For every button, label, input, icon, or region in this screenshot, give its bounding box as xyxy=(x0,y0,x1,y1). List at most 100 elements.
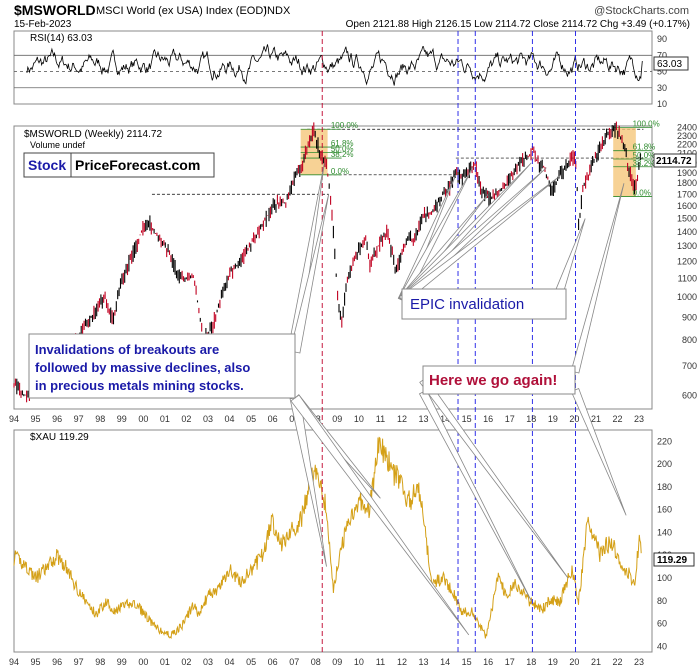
vertical-markers-layer xyxy=(321,31,576,652)
fib-level-label: 38.2% xyxy=(331,150,354,159)
x-tick-label-bottom: 99 xyxy=(117,657,127,667)
price-tick-label: 1400 xyxy=(677,227,697,237)
logo: Stock PriceForecast.com xyxy=(23,152,215,178)
x-tick-label-bottom: 04 xyxy=(225,657,235,667)
x-tick-label-mid: 99 xyxy=(117,414,127,424)
x-tick-label-bottom: 03 xyxy=(203,657,213,667)
x-tick-label-bottom: 22 xyxy=(613,657,623,667)
x-tick-label-bottom: 12 xyxy=(397,657,407,667)
annotation-arrow xyxy=(419,377,569,579)
xau-tick-label: 200 xyxy=(657,459,672,469)
invalidations-text-line3: in precious metals mining stocks. xyxy=(35,378,244,393)
x-tick-label-mid: 02 xyxy=(181,414,191,424)
price-tick-label: 1000 xyxy=(677,292,697,302)
x-tick-label-mid: 96 xyxy=(52,414,62,424)
x-tick-label-mid: 03 xyxy=(203,414,213,424)
x-tick-label-mid: 09 xyxy=(332,414,342,424)
x-tick-label-bottom: 94 xyxy=(9,657,19,667)
x-tick-label-mid: 23 xyxy=(634,414,644,424)
price-tick-label: 2100 xyxy=(677,148,697,158)
x-tick-label-bottom: 05 xyxy=(246,657,256,667)
epic-invalidation-callout: EPIC invalidation xyxy=(401,288,567,320)
x-tick-label-mid: 10 xyxy=(354,414,364,424)
x-tick-label-bottom: 13 xyxy=(419,657,429,667)
fib-level-label: 100.0% xyxy=(633,120,660,129)
rsi-line xyxy=(26,44,643,86)
x-tick-label-mid: 21 xyxy=(591,414,601,424)
x-tick-label-mid: 22 xyxy=(613,414,623,424)
rsi-tick-label: 30 xyxy=(657,83,667,93)
rsi-tick-label: 70 xyxy=(657,50,667,60)
price-tick-label: 700 xyxy=(682,361,697,371)
fib-level-label: 38.2% xyxy=(633,159,656,168)
chart-description: MSCI World (ex USA) Index (EOD) xyxy=(96,5,267,17)
annotation-arrow xyxy=(570,387,627,516)
x-tick-label-bottom: 23 xyxy=(634,657,644,667)
price-tick-label: 900 xyxy=(682,312,697,322)
x-tick-label-mid: 17 xyxy=(505,414,515,424)
xau-last-badge: 119.29 xyxy=(653,552,695,567)
price-tick-label: 1500 xyxy=(677,213,697,223)
fib-level-label: 0.0% xyxy=(331,167,349,176)
x-tick-label-bottom: 15 xyxy=(462,657,472,667)
price-tick-label: 2300 xyxy=(677,131,697,141)
xau-last-value: 119.29 xyxy=(657,555,687,566)
ohlc-readout: Open 2121.88 High 2126.15 Low 2114.72 Cl… xyxy=(346,19,690,30)
x-tick-label-bottom: 95 xyxy=(31,657,41,667)
price-last-value: 2114.72 xyxy=(656,156,692,167)
epic-invalidation-text: EPIC invalidation xyxy=(410,296,524,313)
x-tick-label-bottom: 97 xyxy=(74,657,84,667)
price-tick-label: 1300 xyxy=(677,241,697,251)
annotation-arrow xyxy=(555,218,586,292)
price-tick-label: 1100 xyxy=(678,273,697,283)
x-tick-label-mid: 97 xyxy=(74,414,84,424)
x-tick-label-mid: 12 xyxy=(397,414,407,424)
fib-highlight-layer: 100.0%61.8%50.0%38.2%0.0%100.0%61.8%50.0… xyxy=(300,120,660,198)
xau-tick-label: 60 xyxy=(657,619,667,629)
xau-tick-label: 180 xyxy=(657,482,672,492)
fib-level-label: 61.8% xyxy=(633,143,656,152)
x-tick-label-bottom: 10 xyxy=(354,657,364,667)
watermark: @StockCharts.com xyxy=(594,5,689,17)
x-tick-label-mid: 19 xyxy=(548,414,558,424)
x-tick-label-mid: 11 xyxy=(376,414,385,424)
x-tick-label-mid: 00 xyxy=(138,414,148,424)
x-tick-label-bottom: 01 xyxy=(160,657,170,667)
x-tick-label-bottom: 18 xyxy=(526,657,536,667)
here-we-go-again-text: Here we go again! xyxy=(429,372,557,389)
x-tick-label-mid: 95 xyxy=(31,414,41,424)
fib-level-label: 100.0% xyxy=(331,121,358,130)
x-tick-label-bottom: 02 xyxy=(181,657,191,667)
invalidations-text-line2: followed by massive declines, also xyxy=(35,360,250,375)
price-tick-label: 1600 xyxy=(677,201,697,211)
x-tick-label-bottom: 08 xyxy=(311,657,321,667)
annotation-arrow xyxy=(570,183,625,374)
x-tick-label-mid: 14 xyxy=(440,414,450,424)
x-tick-label-bottom: 14 xyxy=(440,657,450,667)
rsi-panel-frame xyxy=(13,30,653,105)
logo-stock: Stock xyxy=(28,157,66,173)
x-tick-label-bottom: 06 xyxy=(268,657,278,667)
rsi-tick-label: 10 xyxy=(657,99,667,109)
x-tick-label-bottom: 17 xyxy=(505,657,515,667)
xau-tick-label: 140 xyxy=(657,527,672,537)
x-tick-label-bottom: 20 xyxy=(569,657,579,667)
xau-tick-label: 160 xyxy=(657,505,672,515)
x-tick-label-bottom: 00 xyxy=(138,657,148,667)
price-tick-label: 600 xyxy=(682,391,697,401)
price-tick-label: 2400 xyxy=(677,123,697,133)
x-tick-label-bottom: 19 xyxy=(548,657,558,667)
price-tick-label: 1700 xyxy=(677,189,697,199)
x-tick-label-bottom: 96 xyxy=(52,657,62,667)
rsi-tick-label: 50 xyxy=(657,67,667,77)
invalidations-text-line1: Invalidations of breakouts are xyxy=(35,342,219,357)
x-tick-label-mid: 16 xyxy=(483,414,493,424)
price-tick-label: 1900 xyxy=(677,168,697,178)
x-tick-label-bottom: 09 xyxy=(332,657,342,667)
annotation-arrow xyxy=(289,194,330,354)
price-tick-label: 1200 xyxy=(677,257,697,267)
fib-level-label: 50.0% xyxy=(331,145,354,154)
chart-exchange: INDX xyxy=(264,5,291,17)
logo-priceforecast: PriceForecast.com xyxy=(75,157,200,173)
